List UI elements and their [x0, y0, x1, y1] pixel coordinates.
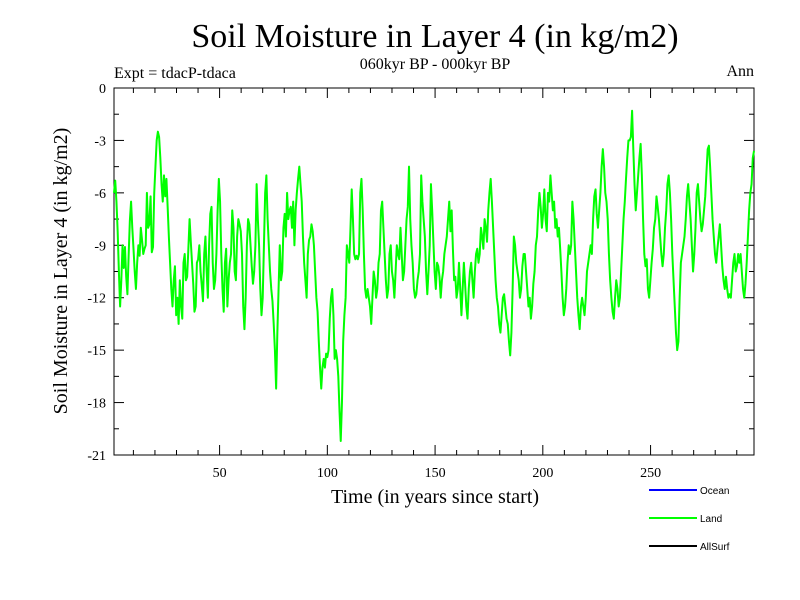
legend: Ocean Land AllSurf — [649, 486, 730, 553]
chart-title: Soil Moisture in Layer 4 (in kg/m2) — [191, 18, 678, 55]
x-tick-label: 250 — [640, 466, 661, 481]
y-tick-label: -21 — [87, 449, 106, 464]
chart-subtitle: 060kyr BP - 000kyr BP — [360, 56, 511, 73]
x-tick-label: 100 — [317, 466, 338, 481]
x-axis-label: Time (in years since start) — [331, 486, 539, 508]
legend-label: Ocean — [700, 486, 729, 497]
x-tick-label: 150 — [425, 466, 446, 481]
x-tick-label: 50 — [213, 466, 227, 481]
legend-label: AllSurf — [700, 542, 730, 553]
x-tick-label: 200 — [532, 466, 553, 481]
y-axis: 0 -3 -6 -9 -12 -15 -18 -21 — [87, 82, 754, 464]
y-tick-label: 0 — [99, 82, 106, 97]
y-tick-label: -15 — [87, 344, 106, 359]
y-tick-label: -9 — [94, 239, 106, 254]
x-axis: 50 100 150 200 250 — [132, 88, 738, 481]
y-tick-label: -3 — [94, 134, 106, 149]
legend-label: Land — [700, 514, 722, 525]
experiment-label: Expt = tdacP-tdaca — [114, 65, 236, 82]
y-tick-label: -18 — [87, 397, 106, 412]
y-tick-label: -6 — [94, 187, 106, 202]
y-tick-label: -12 — [87, 292, 106, 307]
y-axis-label: Soil Moisture in Layer 4 (in kg/m2) — [50, 128, 72, 415]
series-line-land — [113, 109, 755, 443]
season-label: Ann — [726, 63, 754, 80]
